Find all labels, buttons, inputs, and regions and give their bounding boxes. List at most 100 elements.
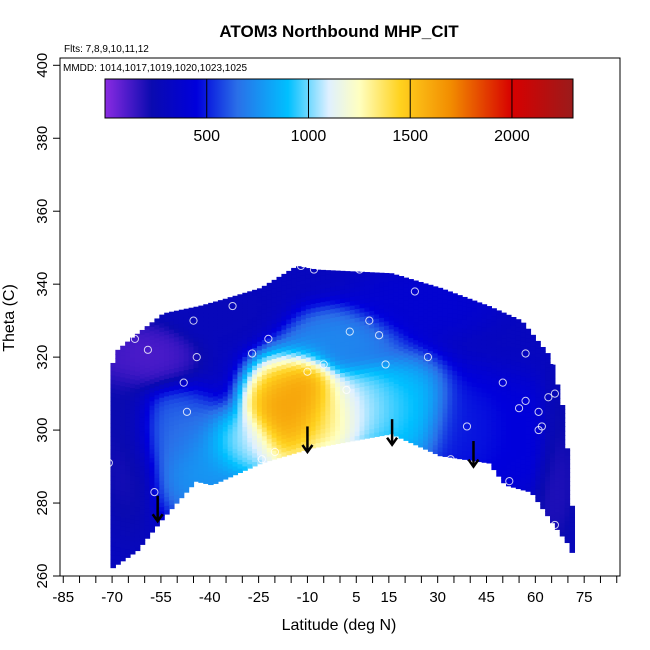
heatmap-cell bbox=[217, 393, 224, 399]
heatmap-cell bbox=[242, 378, 248, 384]
heatmap-cell bbox=[545, 511, 551, 517]
heatmap-cell bbox=[227, 389, 234, 395]
heatmap-cell bbox=[232, 413, 239, 419]
heatmap-cell bbox=[286, 380, 292, 386]
heatmap-cell bbox=[501, 430, 507, 436]
heatmap-cell bbox=[188, 460, 195, 466]
heatmap-cell bbox=[130, 365, 136, 371]
heatmap-cell bbox=[296, 320, 302, 326]
heatmap-cell bbox=[506, 314, 512, 316]
heatmap-cell bbox=[203, 347, 209, 353]
heatmap-cell bbox=[452, 392, 458, 398]
heatmap-cell bbox=[364, 372, 370, 378]
heatmap-cell bbox=[432, 387, 439, 393]
heatmap-cell bbox=[408, 341, 414, 347]
x-tick-label: -85 bbox=[52, 589, 74, 606]
heatmap-cell bbox=[325, 340, 331, 346]
heatmap-cell bbox=[115, 450, 121, 456]
heatmap-cell bbox=[530, 490, 536, 496]
heatmap-cell bbox=[515, 470, 522, 476]
heatmap-cell bbox=[144, 472, 151, 478]
heatmap-cell bbox=[525, 373, 532, 378]
heatmap-cell bbox=[413, 392, 419, 398]
heatmap-cell bbox=[432, 313, 439, 319]
heatmap-cell bbox=[261, 352, 268, 358]
heatmap-cell bbox=[242, 356, 248, 362]
heatmap-cell bbox=[247, 380, 253, 386]
heatmap-cell bbox=[193, 463, 199, 469]
heatmap-cell bbox=[276, 330, 282, 336]
heatmap-cell bbox=[261, 418, 268, 424]
heatmap-cell bbox=[242, 365, 248, 371]
heatmap-cell bbox=[462, 367, 468, 373]
heatmap-cell bbox=[183, 430, 190, 436]
heatmap-cell bbox=[520, 437, 527, 443]
heatmap-cell bbox=[139, 377, 146, 383]
heatmap-cell bbox=[335, 368, 341, 374]
heatmap-cell bbox=[203, 435, 209, 441]
heatmap-cell bbox=[471, 342, 478, 348]
heatmap-cell bbox=[496, 357, 502, 363]
heatmap-cell bbox=[554, 437, 561, 443]
heatmap-cell bbox=[115, 489, 121, 495]
heatmap-cell bbox=[144, 485, 151, 491]
heatmap-cell bbox=[213, 317, 219, 322]
heatmap-cell bbox=[335, 373, 341, 379]
heatmap-cell bbox=[471, 377, 478, 383]
heatmap-cell bbox=[462, 296, 468, 298]
heatmap-cell bbox=[139, 531, 146, 537]
heatmap-cell bbox=[271, 301, 278, 307]
heatmap-cell bbox=[501, 360, 507, 366]
heatmap-cell bbox=[379, 409, 385, 415]
observation-point bbox=[544, 393, 553, 402]
heatmap-cell bbox=[252, 378, 258, 384]
heatmap-cell bbox=[237, 415, 243, 421]
heatmap-cell bbox=[545, 371, 551, 377]
heatmap-cell bbox=[554, 433, 561, 438]
heatmap-cell bbox=[139, 478, 146, 484]
heatmap-cell bbox=[320, 415, 326, 421]
heatmap-cell bbox=[222, 317, 229, 322]
heatmap-cell bbox=[227, 301, 234, 307]
heatmap-cell bbox=[154, 377, 160, 382]
heatmap-cell bbox=[208, 366, 214, 372]
heatmap-cell bbox=[237, 349, 243, 355]
heatmap-cell bbox=[398, 376, 405, 382]
heatmap-cell bbox=[144, 476, 151, 482]
heatmap-cell bbox=[403, 414, 409, 420]
heatmap-cell bbox=[310, 430, 317, 436]
heatmap-cell bbox=[169, 390, 175, 396]
heatmap-cell bbox=[506, 336, 512, 342]
heatmap-cell bbox=[144, 328, 151, 334]
heatmap-cell bbox=[169, 350, 175, 356]
heatmap-cell bbox=[276, 339, 282, 345]
heatmap-cell bbox=[559, 509, 566, 515]
heatmap-cell bbox=[115, 551, 121, 556]
heatmap-cell bbox=[139, 448, 146, 453]
heatmap-cell bbox=[418, 293, 424, 299]
heatmap-cell bbox=[261, 426, 268, 432]
heatmap-cell bbox=[413, 365, 419, 371]
heatmap-cell bbox=[242, 408, 248, 414]
colorbar-tick-label: 2000 bbox=[494, 128, 530, 145]
heatmap-cell bbox=[393, 352, 400, 358]
heatmap-cell bbox=[349, 348, 356, 354]
heatmap-cell bbox=[344, 336, 351, 342]
heatmap-cell bbox=[550, 395, 556, 401]
heatmap-cell bbox=[232, 443, 239, 449]
heatmap-cell bbox=[261, 457, 268, 463]
heatmap-cell bbox=[281, 351, 287, 357]
heatmap-cell bbox=[427, 372, 434, 378]
observation-point bbox=[319, 360, 328, 369]
heatmap-cell bbox=[130, 343, 136, 349]
heatmap-cell bbox=[300, 432, 307, 438]
heatmap-cell bbox=[296, 311, 302, 317]
heatmap-cell bbox=[213, 330, 219, 336]
heatmap-cell bbox=[535, 370, 541, 376]
heatmap-cell bbox=[144, 533, 151, 539]
heatmap-cell bbox=[554, 459, 561, 465]
heatmap-cell bbox=[149, 378, 156, 384]
heatmap-cell bbox=[515, 435, 522, 441]
heatmap-cell bbox=[237, 310, 243, 316]
heatmap-cell bbox=[208, 410, 214, 415]
